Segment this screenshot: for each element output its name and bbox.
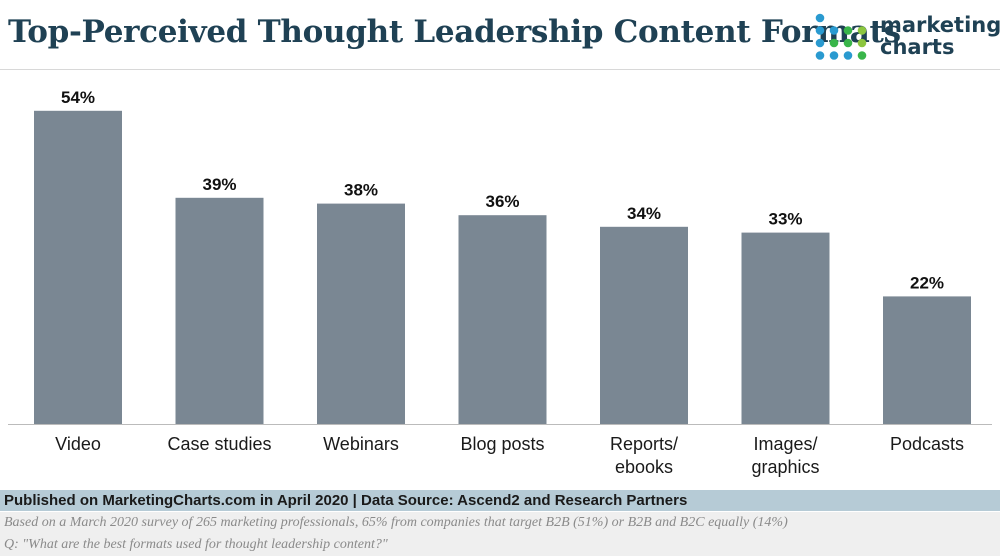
logo-dot — [829, 38, 839, 48]
logo-dot — [843, 51, 853, 60]
bar-1 — [175, 197, 264, 424]
footer-survey-question: Q: "What are the best formats used for t… — [0, 534, 1000, 556]
chart-title: Top-Perceived Thought Leadership Content… — [8, 14, 901, 50]
logo-dot — [815, 51, 825, 60]
marketingcharts-logo[interactable]: marketing charts — [814, 12, 1000, 62]
bar-4 — [600, 226, 688, 424]
logo-dot — [829, 51, 839, 60]
value-label-0: 54% — [61, 88, 95, 107]
bar-0 — [34, 110, 122, 425]
bar-2 — [317, 203, 405, 424]
value-label-6: 22% — [910, 273, 944, 292]
category-label-0: Video — [55, 434, 101, 454]
bar-3 — [458, 215, 547, 424]
logo-dot — [815, 26, 825, 35]
bar-chart: 54% 39% 38% 36% 34% 33% 22% Video Case studies W… — [8, 88, 992, 477]
category-label-3: Blog posts — [460, 434, 544, 454]
value-label-5: 33% — [768, 210, 802, 229]
bar-6 — [883, 296, 971, 424]
value-label-3: 36% — [485, 192, 519, 211]
logo-line-1: marketing — [880, 13, 1000, 37]
category-label-2: Webinars — [323, 434, 399, 454]
category-label-5: Images/graphics — [751, 434, 819, 477]
logo-dots-icon — [815, 13, 867, 60]
title-divider — [0, 69, 1000, 70]
category-label-1: Case studies — [167, 434, 271, 454]
logo-line-2: charts — [880, 35, 955, 59]
footer-source: Published on MarketingCharts.com in Apri… — [0, 490, 1000, 511]
logo-dot — [857, 26, 867, 35]
logo-wordmark: marketing charts — [880, 14, 1000, 58]
logo-dot — [857, 38, 867, 48]
logo-dot — [857, 51, 867, 60]
logo-dot — [843, 38, 853, 48]
logo-dot — [829, 26, 839, 35]
value-label-1: 39% — [202, 175, 236, 194]
logo-dot — [815, 38, 825, 48]
logo-dot — [843, 26, 853, 35]
footer-methodology-note: Based on a March 2020 survey of 265 mark… — [0, 512, 1000, 534]
category-label-6: Podcasts — [890, 434, 964, 454]
logo-dot — [815, 13, 825, 23]
category-label-4: Reports/ebooks — [610, 434, 678, 477]
value-label-2: 38% — [344, 181, 378, 200]
value-label-4: 34% — [627, 204, 661, 223]
bar-5 — [741, 232, 830, 424]
